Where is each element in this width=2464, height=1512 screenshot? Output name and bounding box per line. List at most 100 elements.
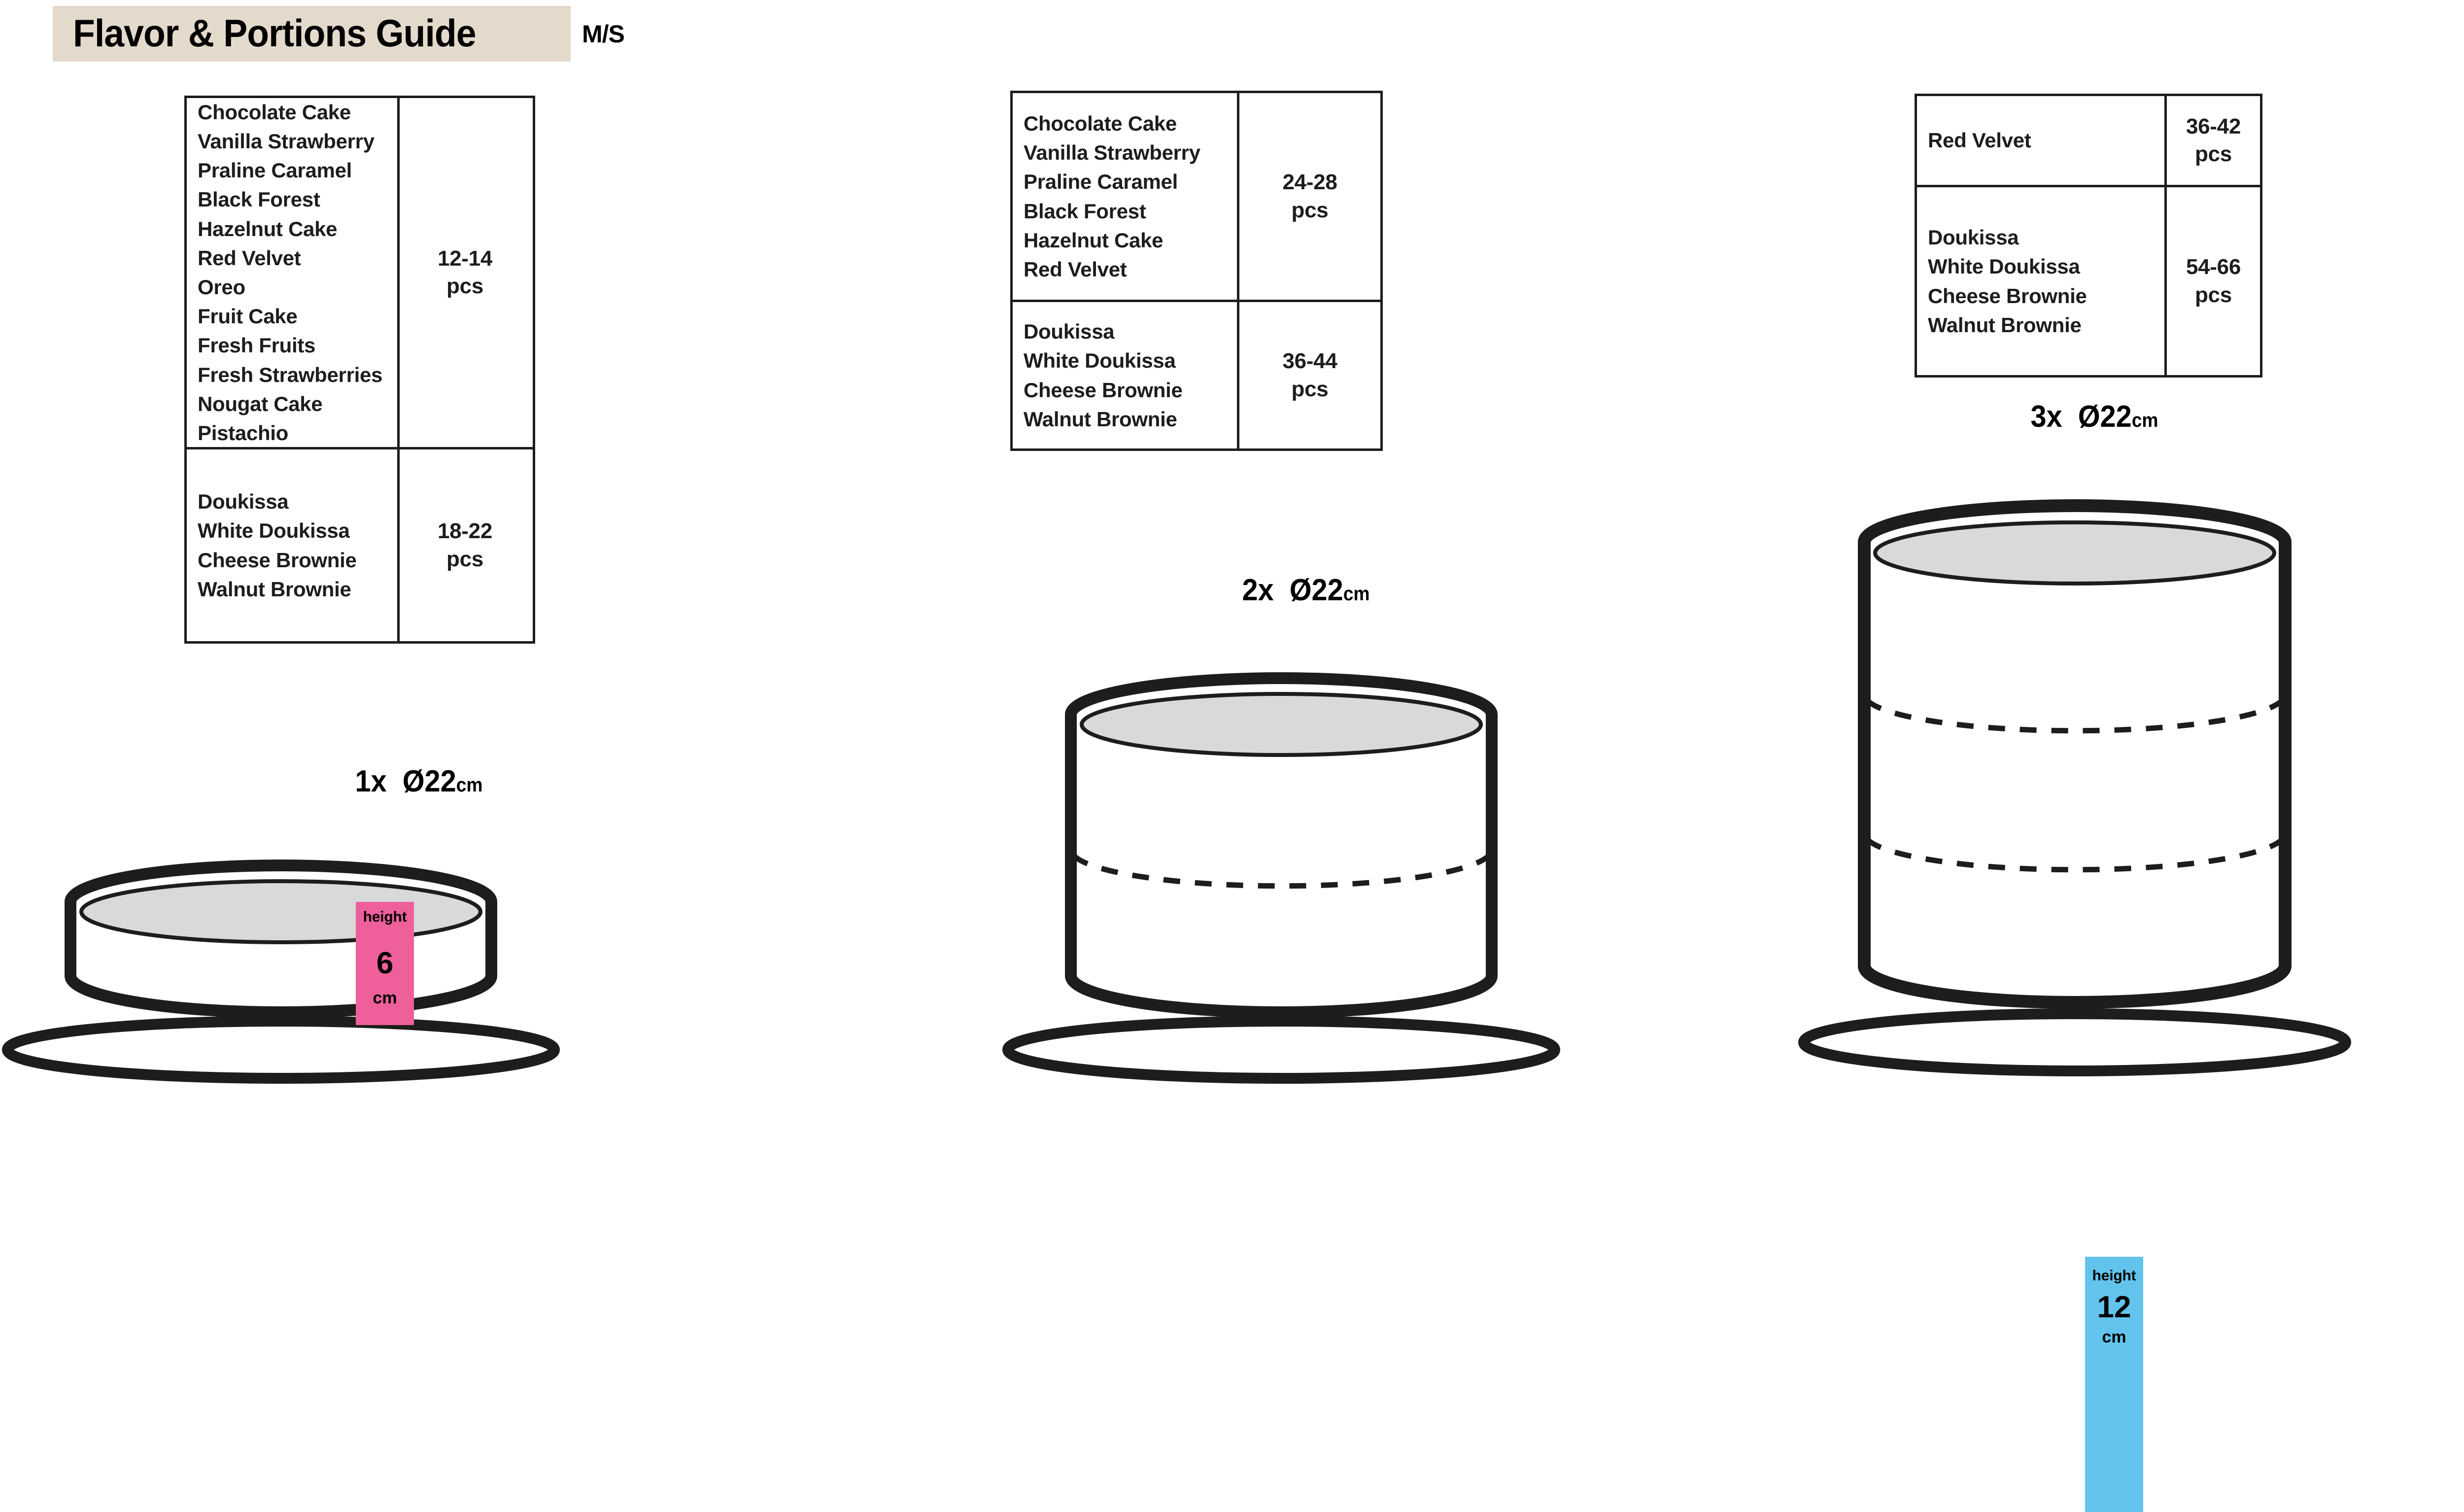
height-label: height [2092,1268,2136,1284]
portion-unit: pcs [1291,377,1329,401]
portion-table-3: Red Velvet 36-42 pcs Doukissa White Douk… [1915,94,2262,378]
list-item: Doukissa [198,490,289,514]
portion-count-cell: 54-66 pcs [2167,187,2260,375]
cake-size-caption-2x: 2x Ø22cm [917,573,1696,608]
cake-diagram-1x: 1x Ø22cm height 6 cm [0,759,838,1085]
portion-unit: pcs [446,547,483,571]
table-row: Red Velvet 36-42 pcs [1917,96,2260,185]
portion-unit: pcs [446,274,483,298]
flavor-list-cell: Red Velvet [1917,96,2167,185]
list-item: Vanilla Strawberry [1024,141,1200,165]
cake-top-surface [79,879,482,944]
height-value: 12 [2097,1290,2131,1324]
portion-table-1: Chocolate Cake Vanilla Strawberry Pralin… [184,96,535,644]
cake-size-caption-3x: 3x Ø22cm [1728,399,2461,434]
portion-range: 12-14 [437,246,493,271]
list-item: Praline Caramel [1024,170,1178,194]
portion-range: 18-22 [437,519,493,544]
height-badge-1x: height 6 cm [356,902,414,1025]
portion-count-cell: 12-14 pcs [400,98,530,447]
list-item: Hazelnut Cake [1024,228,1164,252]
list-item: Vanilla Strawberry [198,129,375,153]
list-item: Oreo [198,275,245,299]
page-title: Flavor & Portions Guide [73,11,477,55]
cake-cylinder-2x [1065,672,1498,1018]
table-row: Doukissa White Doukissa Cheese Brownie W… [1013,300,1380,448]
list-item: Cheese Brownie [1928,284,2087,308]
height-badge-2x: height 12 cm [2085,1257,2143,1512]
cake-body-illustration-2x [1002,672,1560,1084]
list-item: Fruit Cake [198,305,298,328]
cake-plate [1002,1016,1560,1084]
cake-diameter-label: Ø22 [1289,573,1343,607]
table-row: Doukissa White Doukissa Cheese Brownie W… [187,447,533,641]
portion-range: 36-44 [1282,349,1337,374]
list-item: Chocolate Cake [1024,111,1177,135]
list-item: Walnut Brownie [1928,313,2082,337]
table-row: Chocolate Cake Vanilla Strawberry Pralin… [187,98,533,447]
cake-top-surface [1873,520,2276,585]
cake-body-illustration-1x [2,859,560,1084]
flavor-list-cell: Doukissa White Doukissa Cheese Brownie W… [187,449,400,641]
height-unit: cm [2102,1328,2126,1346]
size-code-badge: M/S [582,20,625,48]
cake-tier-divider [1864,837,2285,873]
cake-diameter-label: Ø22 [2078,400,2132,434]
list-item: Praline Caramel [198,159,352,182]
portion-range: 24-28 [1282,170,1337,195]
portion-range: 36-42 [2186,114,2241,138]
list-item: Black Forest [198,188,320,211]
cake-body-illustration-3x [1798,499,2351,1076]
cake-cylinder-3x [1858,499,2292,1009]
portion-unit: pcs [2195,142,2232,166]
list-item: White Doukissa [198,519,350,543]
cake-diagram-2x: 2x Ø22cm height 12 cm [887,567,2143,1512]
list-item: Nougat Cake [198,392,323,415]
list-item: Walnut Brownie [198,577,351,601]
cake-diagram-3x: 3x Ø22cm height 18 cm [1700,394,2464,1085]
flavor-list-cell: Chocolate Cake Vanilla Strawberry Pralin… [187,98,400,447]
list-item: Fresh Strawberries [198,363,383,386]
list-item: Pistachio [198,421,289,445]
list-item: Black Forest [1024,199,1146,223]
cake-size-caption-1x: 1x Ø22cm [30,764,809,799]
portion-count-cell: 18-22 pcs [400,449,530,641]
list-item: Hazelnut Cake [198,217,338,241]
cake-diameter-unit: cm [1343,583,1370,605]
cake-diameter-unit: cm [2131,410,2158,431]
list-item: Fresh Fruits [198,334,316,357]
flavor-list-cell: Doukissa White Doukissa Cheese Brownie W… [1013,302,1239,448]
height-label: height [363,909,407,925]
table-row: Doukissa White Doukissa Cheese Brownie W… [1917,185,2260,375]
cake-top-surface [1080,692,1483,757]
list-item: Chocolate Cake [198,100,351,124]
cake-plate [1798,1008,2351,1076]
list-item: Red Velvet [1024,257,1127,281]
cake-layers-label: 3x [2030,400,2062,434]
list-item: Cheese Brownie [198,548,357,572]
height-value: 6 [376,946,394,980]
cake-diameter-label: Ø22 [402,764,456,798]
portion-count-cell: 36-44 pcs [1239,302,1380,448]
portion-count-cell: 24-28 pcs [1239,93,1380,300]
portion-unit: pcs [2195,282,2232,307]
list-item: Doukissa [1024,320,1115,344]
list-item: Red Velvet [1928,129,2031,152]
cake-diameter-unit: cm [456,774,483,796]
table-row: Chocolate Cake Vanilla Strawberry Pralin… [1013,93,1380,300]
title-banner [53,6,571,62]
list-item: Red Velvet [198,246,301,270]
list-item: White Doukissa [1928,255,2080,278]
cake-tier-divider [1864,698,2285,734]
flavor-list-cell: Doukissa White Doukissa Cheese Brownie W… [1917,187,2167,375]
cake-layers-label: 1x [355,764,387,798]
flavor-list-cell: Chocolate Cake Vanilla Strawberry Pralin… [1013,93,1239,300]
portion-table-2: Chocolate Cake Vanilla Strawberry Pralin… [1010,91,1383,451]
list-item: Doukissa [1928,226,2019,249]
height-unit: cm [373,989,397,1007]
portion-unit: pcs [1291,198,1329,222]
list-item: Cheese Brownie [1024,378,1183,402]
portion-range: 54-66 [2186,255,2241,279]
list-item: White Doukissa [1024,349,1176,373]
cake-plate [2,1016,560,1084]
